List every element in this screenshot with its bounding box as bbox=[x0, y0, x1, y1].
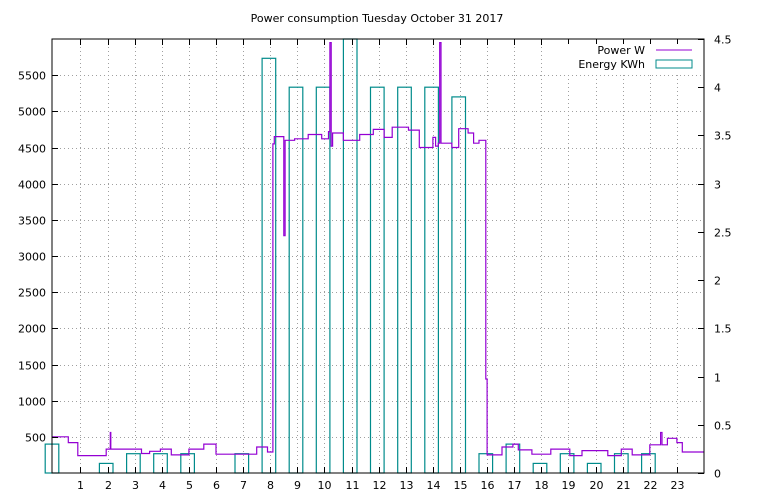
y-tick-label: 1000 bbox=[18, 396, 46, 409]
legend-label-power: Power W bbox=[597, 44, 645, 57]
y-tick-label: 5000 bbox=[18, 106, 46, 119]
y-tick-label: 500 bbox=[25, 432, 46, 445]
y2-tick-label: 0 bbox=[714, 468, 721, 481]
y-tick-label: 1500 bbox=[18, 360, 46, 373]
y2-tick-label: 4 bbox=[714, 82, 721, 95]
x-tick-label: 12 bbox=[373, 479, 387, 492]
y-tick-label: 5500 bbox=[18, 70, 46, 83]
y2-tick-label: 4.5 bbox=[714, 34, 732, 47]
x-tick-label: 6 bbox=[213, 479, 220, 492]
x-tick-label: 1 bbox=[77, 479, 84, 492]
x-tick-label: 22 bbox=[644, 479, 658, 492]
axis-ticks: 1 2 3 4 5 6 7 8 9 10 11 12 13 14 15 16 17 18 19 20 21 22 23500… bbox=[18, 34, 732, 493]
legend-swatch-energy bbox=[655, 59, 693, 69]
legend: Power W Energy KWh bbox=[560, 44, 700, 72]
y2-tick-label: 3 bbox=[714, 179, 721, 192]
grid bbox=[52, 39, 704, 473]
x-tick-label: 19 bbox=[562, 479, 576, 492]
y-tick-label: 3500 bbox=[18, 215, 46, 228]
x-tick-label: 13 bbox=[400, 479, 414, 492]
x-tick-label: 11 bbox=[346, 479, 360, 492]
x-tick-label: 2 bbox=[105, 479, 112, 492]
y2-tick-label: 2 bbox=[714, 275, 721, 288]
x-tick-label: 14 bbox=[427, 479, 441, 492]
y2-tick-label: 1 bbox=[714, 372, 721, 385]
y2-tick-label: 2.5 bbox=[714, 227, 732, 240]
chart-title: Power consumption Tuesday October 31 201… bbox=[251, 12, 504, 25]
legend-label-energy: Energy KWh bbox=[578, 58, 645, 71]
x-tick-label: 7 bbox=[240, 479, 247, 492]
legend-background bbox=[560, 44, 700, 72]
x-tick-label: 10 bbox=[318, 479, 332, 492]
x-tick-label: 5 bbox=[186, 479, 193, 492]
x-tick-label: 4 bbox=[159, 479, 166, 492]
x-tick-label: 16 bbox=[481, 479, 495, 492]
y-tick-label: 4500 bbox=[18, 143, 46, 156]
x-tick-label: 17 bbox=[508, 479, 522, 492]
x-tick-label: 20 bbox=[590, 479, 604, 492]
y2-tick-label: 1.5 bbox=[714, 323, 732, 336]
x-tick-label: 21 bbox=[617, 479, 631, 492]
x-tick-label: 8 bbox=[267, 479, 274, 492]
x-tick-label: 3 bbox=[132, 479, 139, 492]
y-tick-label: 3000 bbox=[18, 251, 46, 264]
x-tick-label: 15 bbox=[454, 479, 468, 492]
x-tick-label: 18 bbox=[535, 479, 549, 492]
y-tick-label: 4000 bbox=[18, 179, 46, 192]
y2-tick-label: 0.5 bbox=[714, 420, 732, 433]
y-tick-label: 2000 bbox=[18, 323, 46, 336]
y2-tick-label: 3.5 bbox=[714, 130, 732, 143]
x-tick-label: 23 bbox=[671, 479, 685, 492]
x-tick-label: 9 bbox=[294, 479, 301, 492]
power-line bbox=[52, 42, 704, 457]
power-line-layer bbox=[52, 42, 704, 457]
y-tick-label: 2500 bbox=[18, 287, 46, 300]
